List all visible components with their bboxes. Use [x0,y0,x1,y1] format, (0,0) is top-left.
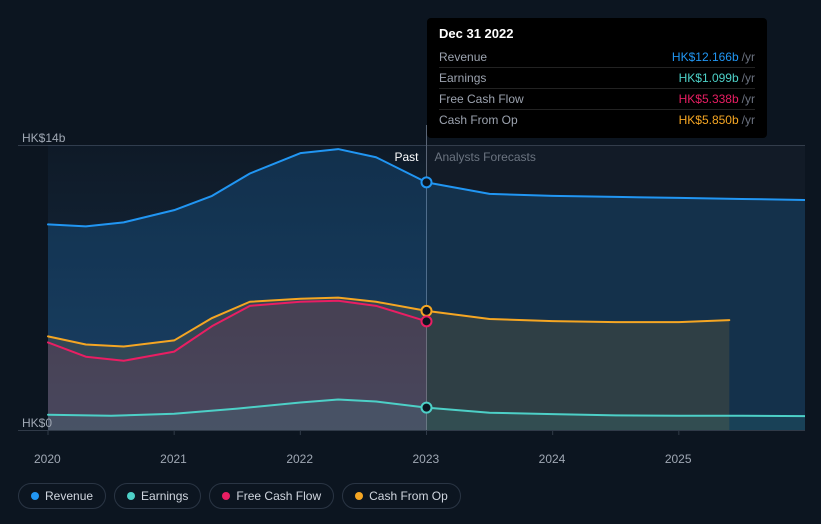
legend-label: Cash From Op [369,489,448,503]
legend-label: Revenue [45,489,93,503]
legend-item[interactable]: Earnings [114,483,201,509]
legend-label: Free Cash Flow [236,489,321,503]
tooltip-row-value: HK$12.166b/yr [672,50,755,64]
y-axis-label: HK$14b [22,131,65,145]
past-label: Past [395,150,419,164]
legend-dot [355,492,363,500]
legend-dot [127,492,135,500]
tooltip-row: Free Cash Flow HK$5.338b/yr [439,89,755,110]
chart-tooltip: Dec 31 2022 Revenue HK$12.166b/yr Earnings… [427,18,767,138]
forecast-label: Analysts Forecasts [435,150,536,164]
x-axis-label: 2023 [413,452,440,466]
x-axis-label: 2021 [160,452,187,466]
tooltip-row-label: Free Cash Flow [439,92,524,106]
tooltip-row-label: Earnings [439,71,486,85]
tooltip-row: Earnings HK$1.099b/yr [439,68,755,89]
legend-item[interactable]: Revenue [18,483,106,509]
tooltip-row: Revenue HK$12.166b/yr [439,47,755,68]
tooltip-row-label: Cash From Op [439,113,518,127]
tooltip-title: Dec 31 2022 [439,26,755,41]
tooltip-row-value: HK$5.338b/yr [679,92,755,106]
chart-legend: Revenue Earnings Free Cash Flow Cash From O… [18,483,461,509]
legend-item[interactable]: Cash From Op [342,483,461,509]
tooltip-row-value: HK$5.850b/yr [679,113,755,127]
x-axis-label: 2025 [665,452,692,466]
legend-dot [222,492,230,500]
tooltip-row-label: Revenue [439,50,487,64]
legend-item[interactable]: Free Cash Flow [209,483,334,509]
tooltip-row-value: HK$1.099b/yr [679,71,755,85]
y-axis-label: HK$0 [22,416,52,430]
legend-dot [31,492,39,500]
x-axis-label: 2022 [286,452,313,466]
x-axis-label: 2020 [34,452,61,466]
x-axis-label: 2024 [539,452,566,466]
tooltip-row: Cash From Op HK$5.850b/yr [439,110,755,130]
legend-label: Earnings [141,489,188,503]
